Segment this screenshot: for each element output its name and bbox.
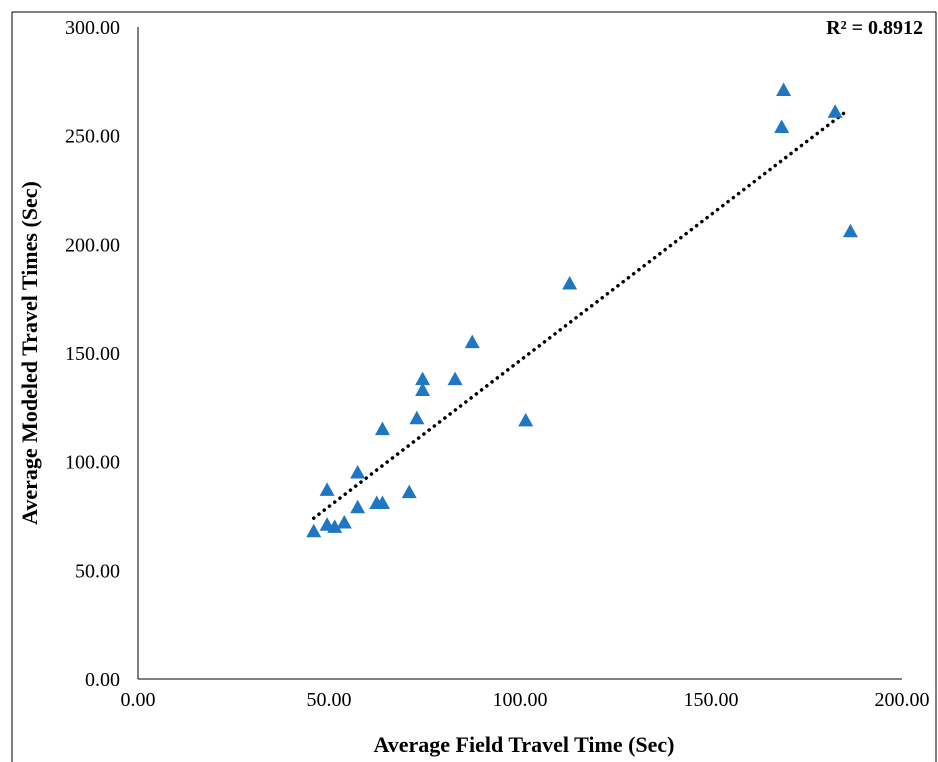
x-tick-label: 50.00 — [307, 689, 352, 711]
data-point — [415, 371, 431, 386]
data-point — [415, 382, 431, 396]
data-point — [374, 495, 390, 509]
x-tick-label: 150.00 — [684, 689, 739, 711]
x-tick-labels: 0.00 50.00 100.00 150.00 200.00 — [121, 689, 930, 711]
x-tick-label: 200.00 — [875, 689, 930, 711]
data-point — [319, 482, 335, 496]
data-point — [409, 410, 425, 425]
x-tick-label: 100.00 — [493, 689, 548, 711]
data-point — [774, 119, 790, 133]
data-point — [776, 82, 792, 97]
y-tick-labels: 0.00 50.00 100.00 150.00 200.00 250.00 300.00 — [65, 17, 120, 691]
data-point — [827, 104, 843, 118]
x-axis-title: Average Field Travel Time (Sec) — [374, 732, 675, 757]
y-axis-title: Average Modeled Travel Times (Sec) — [17, 181, 42, 525]
data-point — [306, 523, 322, 538]
trendline-group — [311, 107, 851, 520]
y-tick-label: 50.00 — [75, 560, 120, 582]
r-squared-annotation: R² = 0.8912 — [826, 17, 923, 39]
data-point — [562, 275, 578, 290]
x-tick-label: 0.00 — [121, 689, 156, 711]
y-tick-label: 200.00 — [65, 234, 120, 256]
data-point — [518, 412, 534, 427]
data-point — [447, 371, 463, 386]
y-tick-label: 150.00 — [65, 343, 120, 365]
data-point — [327, 519, 343, 533]
data-point — [350, 499, 366, 514]
data-point — [842, 223, 858, 238]
data-point — [464, 334, 480, 349]
trendline — [311, 107, 851, 520]
y-tick-label: 250.00 — [65, 126, 120, 148]
data-point — [350, 465, 366, 479]
y-tick-label: 300.00 — [65, 17, 120, 39]
data-point — [401, 484, 417, 499]
y-tick-label: 100.00 — [65, 452, 120, 474]
data-point — [374, 421, 390, 436]
y-tick-label: 0.00 — [85, 669, 120, 691]
data-point — [336, 515, 352, 529]
data-points — [306, 82, 858, 538]
